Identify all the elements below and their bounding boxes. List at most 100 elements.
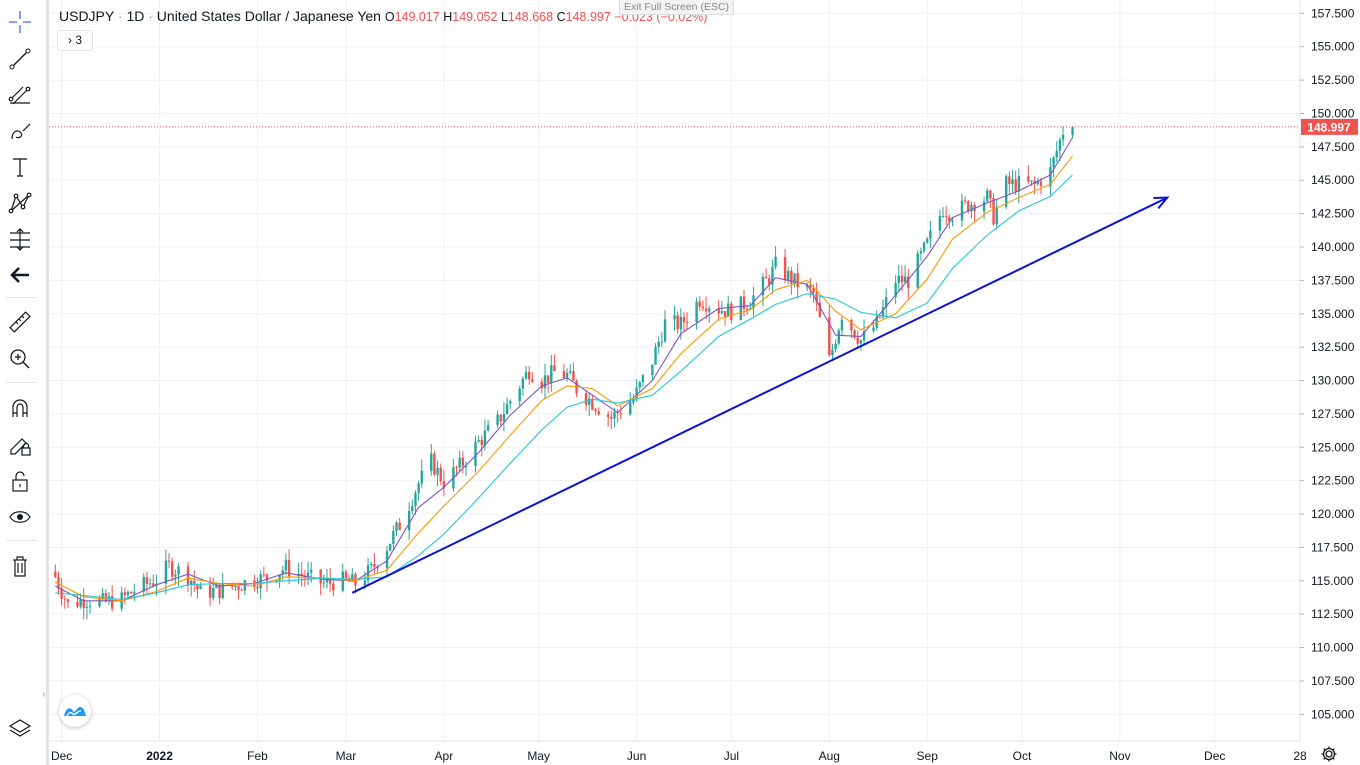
candle [436,460,439,487]
candle-body [698,301,701,307]
brush-tool-icon[interactable] [4,116,36,146]
lock-drawing-icon[interactable] [4,430,36,460]
candle [392,525,395,551]
candle [727,295,730,317]
candle-body [840,319,844,331]
candle [1058,137,1062,161]
fib-tool-icon[interactable] [4,80,36,110]
candle-body [527,371,531,380]
candle [635,379,638,402]
candle [322,574,326,589]
trendline-arrowhead [1153,196,1170,209]
candle [704,296,708,319]
crosshair-icon[interactable] [4,7,36,37]
candle [126,590,130,598]
back-arrow-icon[interactable] [4,260,36,290]
chevron-right-icon: › [67,33,72,47]
price-tick-label: 130.000 [1311,374,1355,388]
magnet-icon[interactable] [4,393,36,423]
text-tool-icon[interactable] [4,152,36,182]
candle [837,328,840,346]
candle-body [148,583,152,585]
candle-body [878,316,882,318]
candle-body [584,393,588,405]
candle [856,330,859,348]
candle-body [79,599,82,607]
candle [63,595,66,609]
layers-icon[interactable] [4,713,36,743]
symbol-legend[interactable]: USDJPY · 1D · United States Dollar / Jap… [59,8,707,24]
eye-icon[interactable] [4,502,36,532]
candle [960,193,964,227]
candle-body [310,569,313,573]
candle-body [509,401,512,404]
candle [739,296,743,321]
candle-body [388,543,392,551]
candle-body [85,607,89,609]
candle-body [828,316,831,356]
ruler-icon[interactable] [4,307,36,337]
ma-line-mid [55,155,1073,602]
candle [907,268,910,300]
close-label: C [556,10,566,24]
symbol-description: United States Dollar / Japanese Yen [156,8,381,24]
candle-body [572,371,575,381]
candle [660,332,664,348]
price-tick-label: 142.500 [1311,207,1355,221]
candle [1039,177,1043,195]
candle [82,588,85,620]
indicators-toggle-button[interactable]: › 3 [57,30,93,51]
time-tick-label: Feb [247,749,268,763]
candle-body [774,256,777,267]
interval[interactable]: 1D [126,8,145,24]
candle-body [553,365,556,372]
candle [1036,177,1039,186]
high-label: H [443,10,453,24]
candle-body [363,580,367,586]
candle [85,601,89,620]
trash-icon[interactable] [4,551,36,581]
candle-body [123,592,127,596]
time-tick-label: Jul [724,749,739,763]
candle-body [970,205,973,212]
candle [332,579,335,597]
tradingview-logo-icon[interactable] [59,695,91,727]
collapse-toolbar-icon[interactable]: ‹ [42,689,46,700]
candle [828,305,831,357]
price-tick-label: 152.500 [1311,73,1355,87]
pattern-tool-icon[interactable] [4,188,36,218]
candle-body [805,284,809,288]
candle [373,553,376,574]
candle [284,553,288,576]
candle-body [1036,181,1039,185]
candle-body [862,330,866,341]
candle [569,364,572,375]
unlock-icon[interactable] [4,466,36,496]
exit-fullscreen-banner[interactable]: Exit Full Screen (ESC) [619,0,735,15]
candle [676,311,679,334]
candle [685,312,689,330]
candle-body [221,583,224,598]
candle-body [815,292,818,303]
candle-body [739,296,743,321]
candle-body [919,251,923,254]
trendline-tool-icon[interactable] [4,44,36,74]
prediction-tool-icon[interactable] [4,224,36,254]
candle [1014,170,1017,196]
price-tick-label: 132.500 [1311,340,1355,354]
trendline [351,196,1168,594]
candle [673,305,676,331]
settings-gear-icon[interactable] [1318,744,1340,764]
candle-body [907,276,910,288]
candle-body [717,308,720,314]
candle-body [951,220,954,222]
price-tick-label: 105.000 [1311,707,1355,721]
candle [88,601,92,614]
candle-body [543,375,547,389]
zoom-in-icon[interactable] [4,344,36,374]
candle [575,379,578,398]
candle [986,188,989,204]
candle-body [174,574,177,577]
symbol-name[interactable]: USDJPY [59,8,114,24]
